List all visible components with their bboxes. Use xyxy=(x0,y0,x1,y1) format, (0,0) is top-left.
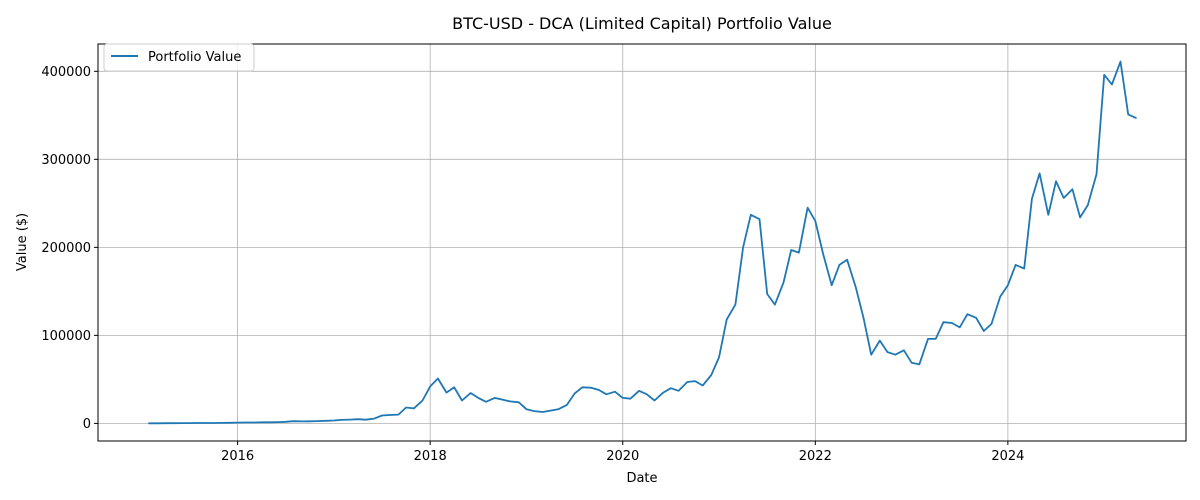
y-tick-label: 300000 xyxy=(41,153,91,168)
legend-label: Portfolio Value xyxy=(148,50,241,65)
y-tick-label: 0 xyxy=(83,417,91,432)
x-axis-title: Date xyxy=(626,471,657,486)
x-axis: 2016 2018 2020 2022 2024 xyxy=(221,441,1024,464)
legend: Portfolio Value xyxy=(103,43,255,72)
x-tick-label: 2024 xyxy=(991,449,1024,464)
legend-box xyxy=(103,43,255,72)
x-tick-label: 2022 xyxy=(799,449,832,464)
series-layer xyxy=(148,60,1137,425)
chart-title: BTC-USD - DCA (Limited Capital) Portfoli… xyxy=(452,14,832,33)
plot-frame xyxy=(97,43,1187,442)
y-axis: 0 100000 200000 300000 400000 xyxy=(41,65,98,432)
x-tick-label: 2020 xyxy=(606,449,639,464)
x-tick-label: 2018 xyxy=(414,449,447,464)
y-axis-title: Value ($) xyxy=(15,213,30,271)
x-tick-label: 2016 xyxy=(221,449,254,464)
series-line xyxy=(148,60,1137,425)
y-tick-label: 200000 xyxy=(41,241,91,256)
grid xyxy=(98,44,1186,441)
y-tick-label: 100000 xyxy=(41,329,91,344)
y-tick-label: 400000 xyxy=(41,65,91,80)
